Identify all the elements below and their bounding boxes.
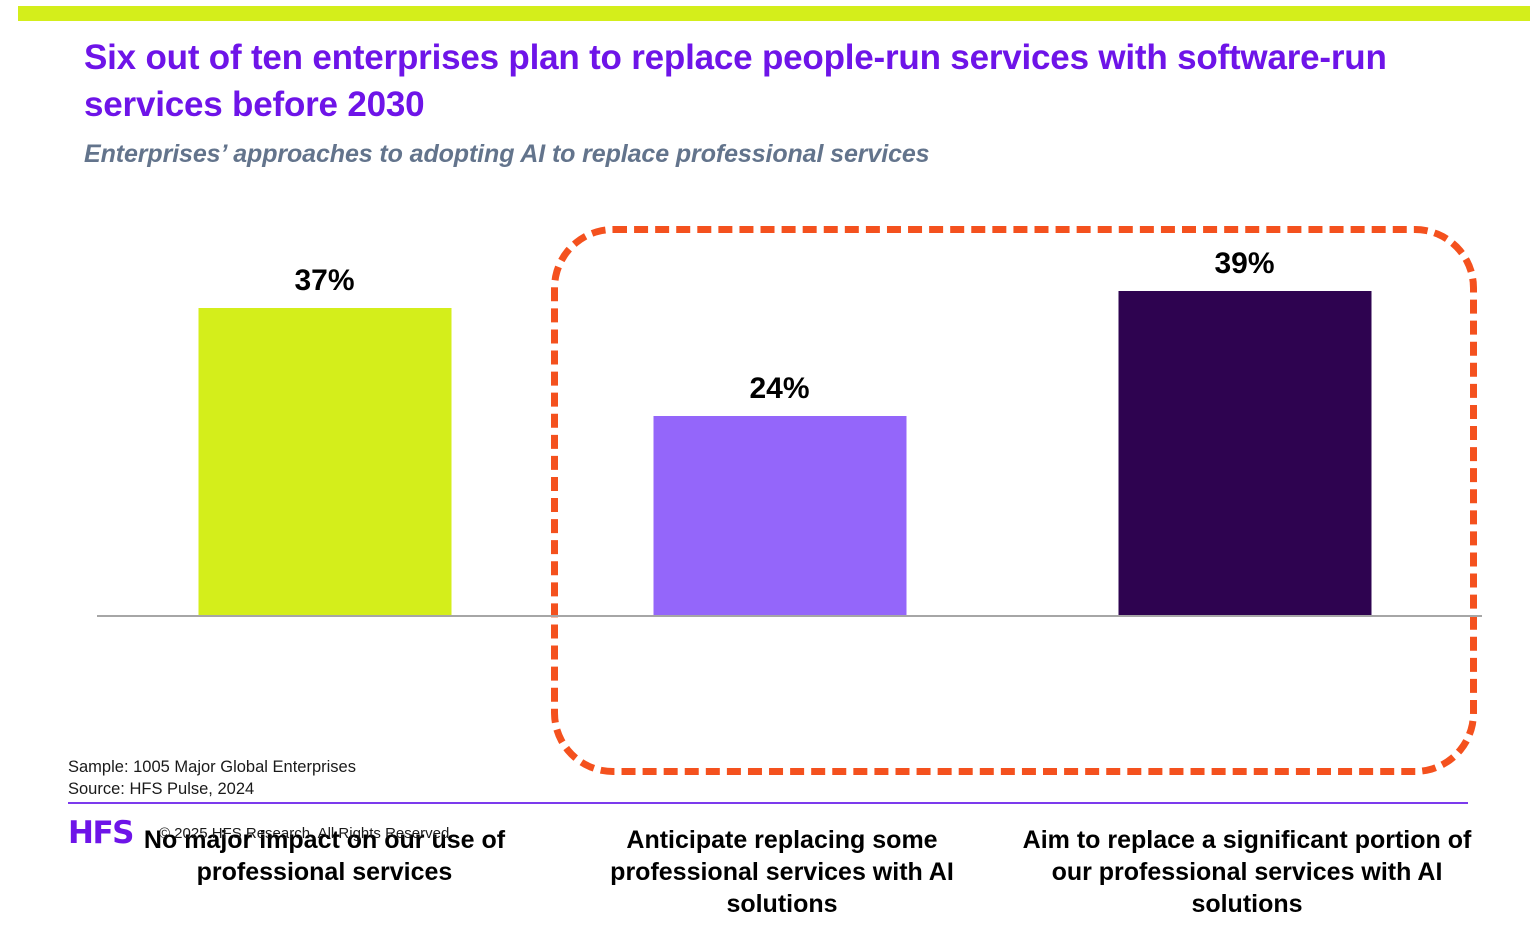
bar-chart: 37% 24% 39% No major impact on our use o…: [0, 200, 1536, 918]
bar-1: [653, 416, 906, 615]
copyright-text: © 2025 HFS Research. All Rights Reserved…: [158, 825, 454, 842]
source-note: Sample: 1005 Major Global Enterprises So…: [68, 757, 356, 801]
bar-series: 37% 24% 39%: [97, 200, 1482, 615]
category-label-1: Anticipate replacing some professional s…: [610, 826, 954, 918]
bar-value-label-2: 39%: [1214, 247, 1275, 280]
bar-value-label-1: 24%: [749, 372, 810, 405]
footer-divider: [68, 802, 1468, 804]
page-title: Six out of ten enterprises plan to repla…: [84, 38, 1387, 125]
hfs-logo: HFS: [68, 815, 134, 851]
page-subtitle: Enterprises’ approaches to adopting AI t…: [84, 140, 930, 168]
bar-value-label-0: 37%: [294, 264, 355, 297]
footer: HFS © 2025 HFS Research. All Rights Rese…: [68, 818, 453, 849]
source-text: Source: HFS Pulse, 2024: [68, 779, 255, 798]
bar-0: [198, 308, 451, 615]
top-accent-bar: [18, 6, 1530, 21]
sample-text: Sample: 1005 Major Global Enterprises: [68, 758, 356, 776]
x-axis-line: [97, 615, 1482, 617]
category-label-2: Aim to replace a significant portion of …: [1022, 826, 1472, 918]
bar-2: [1118, 291, 1371, 615]
